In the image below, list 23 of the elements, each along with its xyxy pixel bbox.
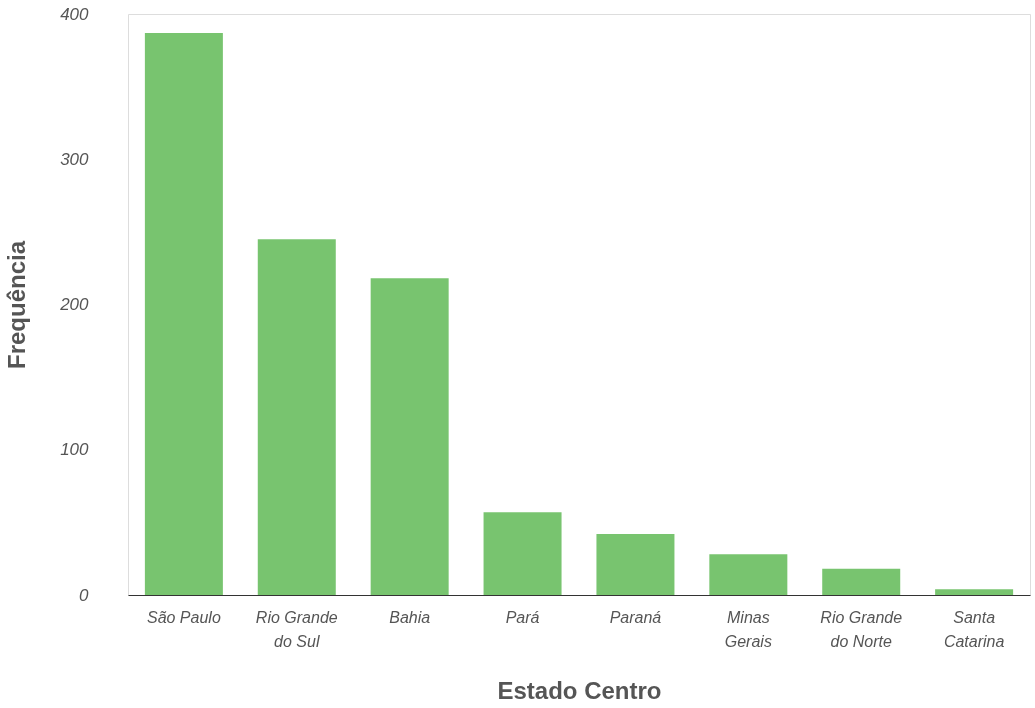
bar (483, 512, 562, 595)
bar (596, 534, 675, 595)
y-tick-label: 400 (60, 4, 90, 24)
x-tick-label: Rio Grande do Sul (255, 608, 338, 650)
x-tick-label: Rio Grande do Norte (820, 608, 903, 650)
y-axis-title: Frequência (3, 240, 31, 370)
bar (935, 589, 1014, 595)
y-tick-label: 100 (60, 440, 90, 460)
y-tick-label: 300 (60, 149, 90, 169)
x-axis-title: Estado Centro (497, 676, 662, 704)
x-tick-label: Santa Catarina (943, 608, 1005, 650)
x-tick-label: São Paulo (146, 608, 221, 626)
bar (144, 32, 223, 595)
x-tick-label: Bahia (389, 608, 431, 626)
bar (822, 568, 901, 595)
y-tick-label: 200 (59, 295, 90, 314)
x-tick-label: Minas Gerais (724, 608, 772, 650)
x-tick-label: Pará (505, 608, 540, 626)
bar (370, 278, 449, 595)
x-tick-label: Paraná (609, 608, 662, 626)
bar (257, 239, 336, 595)
bar (709, 554, 788, 595)
y-tick-label: 0 (79, 585, 90, 605)
